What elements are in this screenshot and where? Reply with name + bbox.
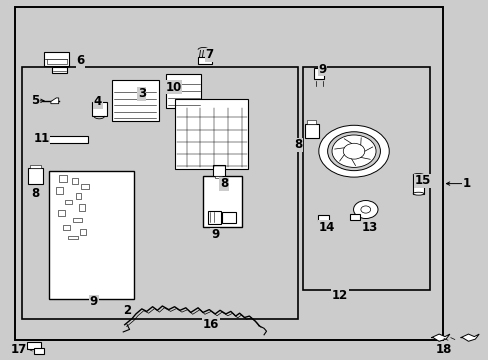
Bar: [303, 67, 429, 290]
Circle shape: [331, 135, 375, 167]
Text: 14: 14: [318, 221, 334, 234]
Circle shape: [360, 206, 370, 213]
Bar: [58, 210, 64, 216]
Bar: [305, 124, 318, 138]
Bar: [56, 187, 63, 194]
Bar: [15, 7, 442, 340]
Text: 5: 5: [31, 94, 39, 107]
Bar: [166, 74, 201, 108]
Text: 1: 1: [462, 177, 470, 190]
Bar: [44, 52, 69, 66]
Bar: [314, 68, 324, 79]
Bar: [73, 218, 82, 222]
Bar: [80, 229, 85, 235]
Bar: [50, 138, 54, 142]
Bar: [412, 175, 423, 194]
Circle shape: [343, 143, 364, 159]
Text: 6: 6: [77, 54, 84, 67]
Bar: [221, 212, 236, 223]
Text: 18: 18: [435, 343, 451, 356]
Text: 9: 9: [211, 228, 219, 241]
Text: 9: 9: [90, 295, 98, 308]
Bar: [197, 57, 212, 64]
Bar: [27, 342, 41, 349]
Text: 12: 12: [331, 289, 347, 302]
Text: 13: 13: [361, 221, 377, 234]
Bar: [57, 138, 61, 142]
Bar: [59, 175, 66, 182]
Ellipse shape: [412, 192, 423, 195]
Text: 17: 17: [10, 343, 27, 356]
Ellipse shape: [412, 174, 423, 176]
Polygon shape: [430, 334, 449, 341]
Bar: [40, 136, 88, 143]
Text: 8: 8: [220, 177, 227, 190]
Bar: [49, 171, 134, 299]
Bar: [70, 138, 75, 142]
Polygon shape: [51, 98, 59, 104]
Text: 11: 11: [33, 132, 50, 145]
Text: 8: 8: [32, 187, 40, 200]
Bar: [92, 102, 106, 116]
Bar: [22, 67, 298, 319]
Bar: [207, 211, 220, 224]
Bar: [203, 176, 242, 227]
Bar: [175, 99, 248, 169]
Bar: [214, 176, 222, 178]
Bar: [62, 225, 70, 230]
Polygon shape: [460, 334, 478, 341]
Bar: [28, 168, 43, 184]
Bar: [30, 165, 41, 168]
Bar: [63, 138, 68, 142]
Text: 7: 7: [205, 48, 213, 61]
Bar: [306, 120, 316, 124]
Bar: [64, 200, 72, 204]
Text: 9: 9: [318, 63, 326, 76]
Bar: [349, 214, 360, 220]
Bar: [72, 178, 78, 184]
Bar: [76, 193, 81, 199]
Bar: [79, 204, 85, 211]
Bar: [77, 138, 81, 142]
Circle shape: [353, 201, 377, 219]
Bar: [212, 165, 224, 176]
Bar: [112, 80, 159, 121]
Bar: [81, 184, 89, 189]
Bar: [47, 59, 66, 64]
Bar: [52, 67, 66, 73]
Bar: [43, 138, 47, 142]
Bar: [317, 215, 328, 221]
Text: 8: 8: [294, 138, 302, 151]
Bar: [34, 348, 44, 354]
Text: 2: 2: [123, 304, 131, 317]
Text: 16: 16: [203, 318, 219, 331]
Text: 3: 3: [138, 87, 145, 100]
Text: 4: 4: [94, 95, 102, 108]
Bar: [68, 236, 78, 239]
Text: 15: 15: [413, 174, 430, 187]
Text: 10: 10: [165, 81, 182, 94]
Wedge shape: [318, 125, 388, 177]
